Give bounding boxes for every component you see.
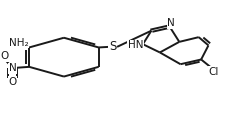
Text: N: N: [9, 63, 17, 73]
Text: O: O: [9, 77, 17, 87]
Text: N: N: [167, 18, 175, 28]
Text: NH₂: NH₂: [9, 38, 29, 48]
Text: Cl: Cl: [209, 67, 219, 77]
Text: O: O: [1, 51, 9, 61]
Text: HN: HN: [128, 40, 143, 50]
Text: S: S: [109, 40, 116, 53]
